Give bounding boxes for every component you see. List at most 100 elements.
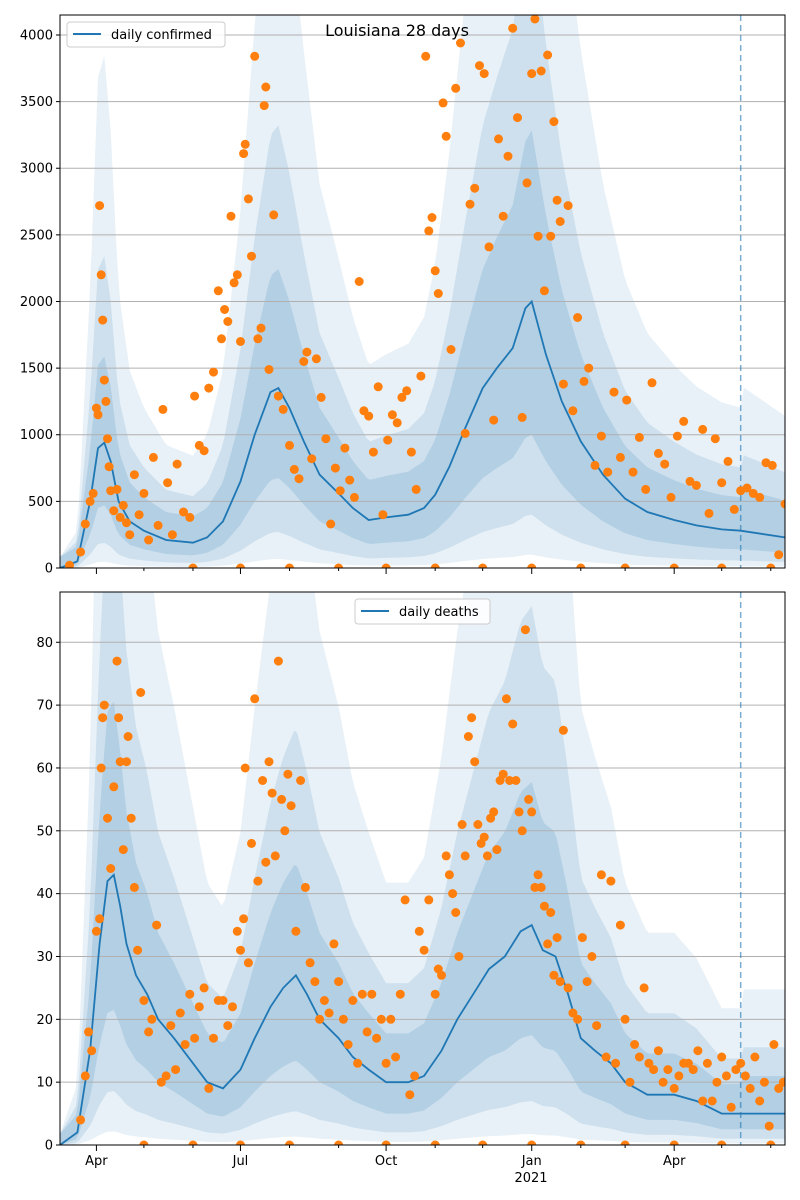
confirmed-point [85, 496, 95, 506]
confirmed-y-tick-label: 3000 [20, 162, 53, 177]
deaths-point [236, 1140, 245, 1145]
confirmed-point [441, 131, 451, 141]
deaths-point [441, 851, 451, 861]
deaths-point [552, 933, 562, 943]
deaths-point [778, 1077, 785, 1087]
confirmed-point [368, 447, 378, 457]
deaths-point [669, 1140, 679, 1145]
deaths-point [166, 1021, 176, 1031]
deaths-legend-box [354, 598, 491, 625]
confirmed-point [653, 448, 663, 458]
confirmed-point [289, 464, 299, 474]
x-axis-year-label: 2021 [514, 1171, 547, 1186]
confirmed-point [615, 452, 625, 462]
deaths-point [759, 1077, 769, 1087]
deaths-point [261, 857, 271, 867]
confirmed-point [302, 347, 312, 357]
confirmed-point [213, 286, 223, 296]
confirmed-point [103, 434, 112, 444]
deaths-point [267, 788, 277, 798]
deaths-point [98, 713, 108, 723]
confirmed-point [421, 51, 431, 61]
confirmed-point [364, 411, 374, 421]
deaths-point [707, 1096, 717, 1106]
deaths-panel: 0 10 20 30 40 50 60 70 80 Apr Jul Oct Jan Apr 2021 d… [36, 591, 786, 1186]
confirmed-point [774, 550, 784, 560]
deaths-point [546, 908, 556, 917]
deaths-point [391, 1052, 401, 1062]
deaths-point [755, 1096, 765, 1106]
deaths-point [454, 952, 464, 961]
deaths-point [424, 895, 434, 905]
deaths-point [576, 1140, 586, 1145]
x-tick-label: Oct [375, 1154, 397, 1169]
confirmed-point [748, 488, 758, 498]
deaths-point [357, 989, 367, 999]
deaths-point [764, 1121, 774, 1131]
confirmed-axes-frame [59, 14, 786, 569]
confirmed-point [755, 492, 765, 502]
confirmed-point [148, 452, 158, 462]
confirmed-point [285, 563, 294, 568]
confirmed-point [672, 431, 682, 441]
x-tick-label: Apr [85, 1154, 108, 1169]
confirmed-point [223, 317, 233, 326]
confirmed-y-tick-label: 4000 [20, 28, 53, 43]
deaths-point [118, 845, 128, 855]
deaths-point [658, 1077, 668, 1087]
confirmed-point [766, 563, 776, 568]
deaths-point [395, 989, 405, 999]
confirmed-point [269, 210, 279, 220]
confirmed-point [543, 50, 553, 60]
confirmed-point [590, 460, 600, 470]
deaths-point [536, 882, 546, 892]
deaths-point [253, 876, 263, 886]
deaths-point [188, 1140, 198, 1145]
confirmed-point [259, 101, 269, 111]
deaths-point [228, 1002, 237, 1012]
confirmed-point [253, 334, 263, 344]
deaths-point [530, 882, 540, 892]
deaths-point [353, 1058, 363, 1068]
confirmed-point [381, 563, 391, 568]
confirmed-point [475, 61, 484, 71]
confirmed-point [539, 286, 549, 296]
deaths-point [430, 989, 440, 999]
confirmed-point [285, 440, 294, 450]
deaths-point [539, 901, 549, 911]
confirmed-point [513, 113, 522, 123]
deaths-point [514, 807, 524, 817]
deaths-point [596, 870, 606, 880]
deaths-point [381, 1140, 391, 1145]
deaths-point [702, 1058, 712, 1068]
confirmed-point [217, 334, 226, 344]
deaths-point [232, 926, 242, 936]
deaths-y-tick-label: 80 [36, 636, 53, 651]
deaths-point [649, 1065, 659, 1075]
deaths-point [669, 1083, 679, 1093]
deaths-point [674, 1071, 684, 1081]
confirmed-point [179, 507, 188, 517]
deaths-point [156, 1077, 166, 1087]
confirmed-point [698, 424, 708, 434]
confirmed-point [576, 563, 586, 568]
deaths-point [296, 776, 306, 785]
deaths-point [405, 1090, 415, 1100]
confirmed-point [307, 454, 317, 464]
confirmed-point [609, 387, 619, 397]
deaths-point [223, 1021, 233, 1031]
confirmed-point [236, 563, 245, 568]
confirmed-point [430, 266, 440, 276]
deaths-point [194, 1002, 204, 1012]
confirmed-point [326, 519, 336, 529]
deaths-point [414, 926, 424, 936]
deaths-y-tick-label: 40 [36, 887, 53, 902]
deaths-point [270, 851, 280, 861]
deaths-point [511, 776, 521, 785]
confirmed-point [456, 38, 465, 48]
deaths-point [683, 1058, 693, 1068]
confirmed-point [122, 518, 131, 528]
confirmed-point [603, 467, 613, 477]
deaths-point [463, 732, 473, 741]
